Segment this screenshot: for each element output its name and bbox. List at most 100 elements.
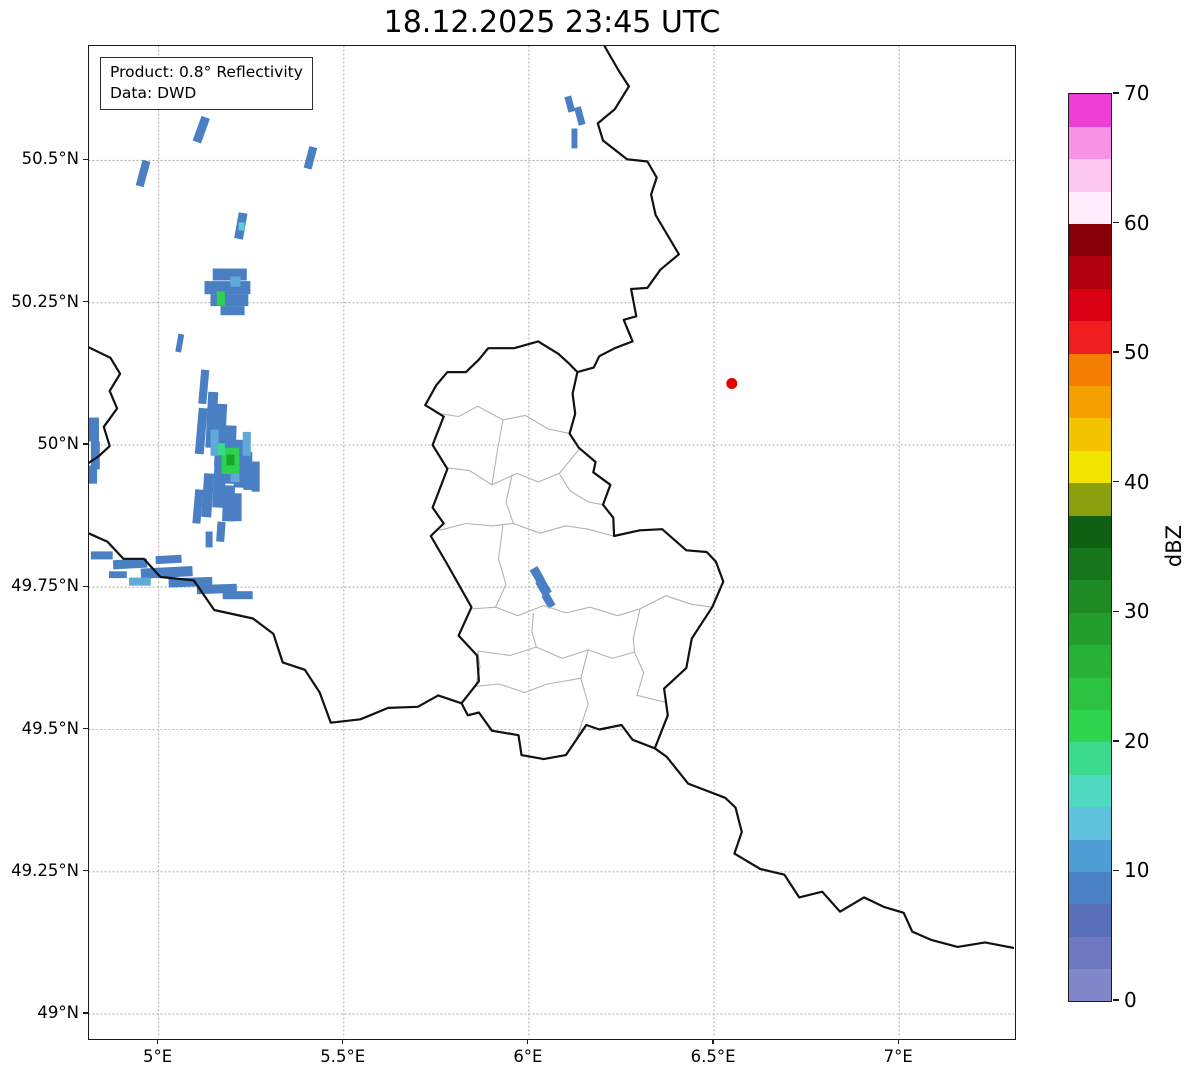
colorbar-band	[1069, 644, 1111, 678]
y-tick-label: 49.5°N	[21, 718, 79, 738]
y-tick-label: 49.25°N	[11, 860, 79, 880]
grid-layer	[89, 46, 1014, 1038]
radar-site-marker	[726, 378, 738, 389]
radar-echo	[232, 493, 242, 522]
colorbar-band	[1069, 871, 1111, 905]
colorbar-tick-label: 40	[1124, 469, 1150, 494]
radar-echo	[205, 531, 213, 548]
radar-echo	[303, 146, 318, 170]
colorbar-tick-mark	[1113, 999, 1119, 1001]
colorbar-tick-mark	[1113, 92, 1119, 94]
colorbar-band	[1069, 353, 1111, 387]
y-tick-mark	[83, 301, 88, 303]
colorbar-band	[1069, 482, 1111, 516]
x-tick-mark	[527, 1038, 529, 1044]
y-tick-label: 49.75°N	[11, 576, 79, 596]
colorbar-band	[1069, 417, 1111, 451]
colorbar	[1068, 93, 1112, 1002]
colorbar-tick-label: 70	[1124, 81, 1150, 105]
colorbar-tick-mark	[1113, 351, 1119, 353]
colorbar-tick-label: 60	[1124, 210, 1150, 235]
radar-echo	[112, 558, 148, 570]
radar-echo	[216, 291, 225, 306]
radar-echo	[210, 429, 219, 456]
colorbar-band	[1069, 741, 1111, 775]
radar-echo	[212, 268, 247, 281]
radar-echo	[192, 489, 204, 524]
colorbar-band	[1069, 579, 1111, 613]
radar-echo	[238, 222, 245, 231]
radar-echo	[251, 461, 260, 492]
y-tick-mark	[83, 870, 88, 872]
country-border-layer	[89, 46, 1014, 950]
colorbar-band	[1069, 191, 1111, 225]
legend-product-line: Product: 0.8° Reflectivity	[110, 63, 303, 81]
colorbar-tick-mark	[1113, 740, 1119, 742]
colorbar-tick-mark	[1113, 869, 1119, 872]
colorbar-band	[1069, 515, 1111, 548]
colorbar-band	[1069, 223, 1111, 257]
radar-echo	[571, 128, 578, 149]
radar-echo	[564, 95, 576, 113]
colorbar-band	[1069, 126, 1111, 160]
colorbar-band	[1069, 677, 1111, 710]
colorbar-band	[1069, 936, 1111, 970]
radar-echo	[541, 592, 556, 609]
radar-echo	[89, 417, 99, 442]
x-tick-mark	[342, 1038, 344, 1044]
colorbar-tick-label: 50	[1124, 340, 1150, 365]
colorbar-band	[1069, 903, 1111, 937]
colorbar-band	[1069, 255, 1111, 289]
colorbar-tick-mark	[1113, 610, 1119, 612]
colorbar-band	[1069, 547, 1111, 581]
radar-echo	[230, 276, 241, 287]
x-tick-mark	[897, 1038, 899, 1044]
colorbar-tick-mark	[1113, 481, 1119, 483]
colorbar-band	[1069, 968, 1111, 1001]
radar-echo	[529, 566, 545, 583]
colorbar-tick-label: 30	[1124, 599, 1150, 624]
admin-border-layer	[435, 405, 713, 740]
radar-echo	[222, 591, 253, 600]
y-tick-mark	[83, 443, 88, 445]
radar-echo	[220, 306, 245, 316]
colorbar-band	[1069, 320, 1111, 354]
y-tick-mark	[83, 585, 88, 587]
legend-box: Product: 0.8° Reflectivity Data: DWD	[100, 57, 313, 110]
echo-layer	[89, 95, 586, 609]
y-tick-label: 50.5°N	[21, 149, 79, 169]
colorbar-tick-label: 0	[1124, 988, 1137, 1012]
colorbar-band	[1069, 709, 1111, 743]
radar-echo	[217, 443, 225, 456]
radar-echo	[198, 369, 210, 405]
radar-echo	[574, 106, 586, 126]
y-tick-mark	[83, 727, 88, 730]
radar-echo	[135, 159, 151, 188]
x-tick-mark	[712, 1038, 714, 1044]
radar-echo	[129, 577, 151, 586]
radar-echo	[175, 333, 185, 353]
radar-echo	[192, 115, 210, 144]
radar-echo	[535, 577, 552, 597]
y-tick-mark	[83, 158, 88, 160]
x-tick-mark	[157, 1038, 159, 1044]
radar-echo	[90, 441, 100, 470]
y-tick-label: 50.25°N	[11, 291, 79, 311]
colorbar-band	[1069, 450, 1111, 484]
colorbar-tick-label: 10	[1124, 858, 1150, 883]
radar-echo	[204, 281, 251, 295]
radar-echo	[201, 473, 215, 518]
colorbar-band	[1069, 612, 1111, 646]
radar-echo	[90, 551, 113, 560]
radar-echo	[210, 294, 249, 307]
radar-echo	[109, 571, 127, 579]
radar-echo	[194, 407, 208, 455]
colorbar-band	[1069, 806, 1111, 840]
colorbar-tick-label: 20	[1124, 728, 1150, 753]
map-plot: Product: 0.8° Reflectivity Data: DWD	[88, 45, 1016, 1040]
map-canvas	[89, 46, 1014, 1038]
colorbar-band	[1069, 158, 1111, 192]
radar-echo	[155, 554, 182, 565]
radar-echo	[226, 454, 235, 466]
colorbar-tick-mark	[1113, 221, 1119, 224]
